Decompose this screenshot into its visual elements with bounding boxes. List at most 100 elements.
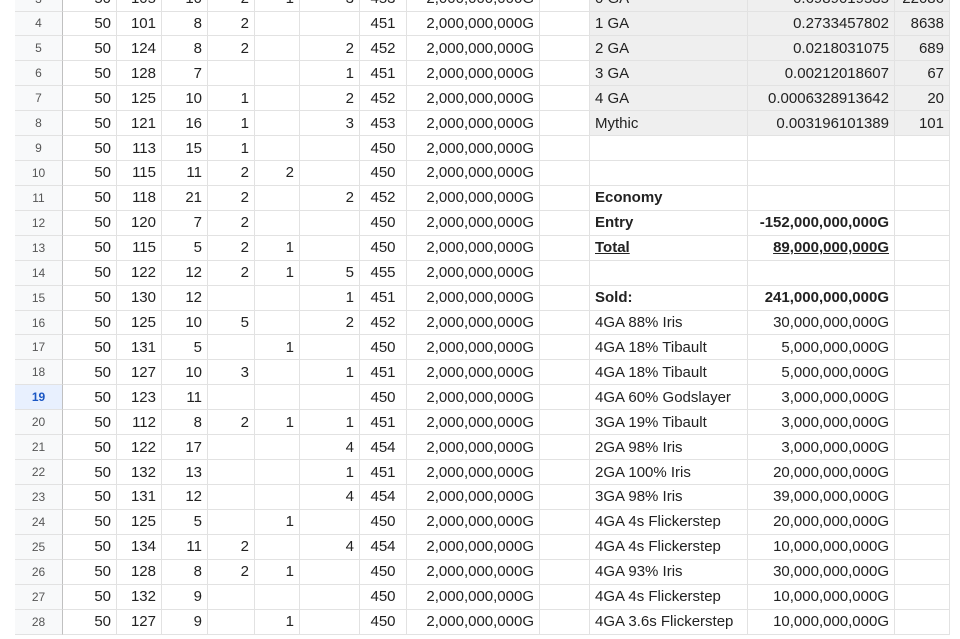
cell: 2,000,000,000G [407,584,540,610]
cell: 89,000,000,000G [748,235,895,261]
cell: 4 [300,435,360,461]
cell [540,335,590,361]
row-header[interactable]: 19 [15,385,63,411]
cell [895,385,950,411]
cell: 50 [63,509,117,535]
cell: 16 [162,111,208,137]
row-header[interactable]: 28 [15,609,63,635]
cell [300,559,360,585]
cell [255,136,300,162]
row-header[interactable]: 26 [15,559,63,585]
cell: 1 [208,136,255,162]
cell: 5 [162,335,208,361]
cell: 2,000,000,000G [407,385,540,411]
cell: 3,000,000,000G [748,385,895,411]
cell: 121 [117,111,162,137]
row-header[interactable]: 9 [15,136,63,162]
cell: 2,000,000,000G [407,285,540,311]
cell [300,335,360,361]
row-header[interactable]: 14 [15,260,63,286]
cell: 1 [300,285,360,311]
cell [895,210,950,236]
cell: 4GA 18% Tibault [590,360,748,386]
cell: 127 [117,609,162,635]
row-header[interactable]: 3 [15,0,63,12]
cell: 2,000,000,000G [407,86,540,112]
cell: 2,000,000,000G [407,185,540,211]
cell: 2 [255,161,300,186]
cell: 10 [162,86,208,112]
cell [895,260,950,286]
cell [300,136,360,162]
row-header[interactable]: 23 [15,485,63,510]
cell: 10 [162,310,208,336]
cell: 4GA 93% Iris [590,559,748,585]
row-header[interactable]: 20 [15,410,63,436]
row-header[interactable]: 17 [15,335,63,361]
cell: 2,000,000,000G [407,410,540,436]
cell [895,235,950,261]
cell: 50 [63,460,117,485]
row-header[interactable]: 18 [15,360,63,386]
row-header[interactable]: 16 [15,310,63,336]
row-header[interactable]: 7 [15,86,63,112]
cell: 4GA 18% Tibault [590,335,748,361]
row-header[interactable]: 25 [15,534,63,560]
cell: 115 [117,161,162,186]
cell: 2 [208,559,255,585]
cell: 4GA 4s Flickerstep [590,509,748,535]
cell: 50 [63,335,117,361]
cell: 450 [360,609,407,635]
cell: 39,000,000,000G [748,485,895,510]
cell [895,559,950,585]
cell: 21 [162,185,208,211]
row-header[interactable]: 6 [15,61,63,87]
row-header[interactable]: 10 [15,161,63,186]
cell: 2,000,000,000G [407,609,540,635]
cell: 452 [360,86,407,112]
cell: 4GA 60% Godslayer [590,385,748,411]
cell [540,460,590,485]
cell: 113 [117,136,162,162]
cell [300,235,360,261]
cell [540,185,590,211]
cell: 8638 [895,11,950,37]
row-header[interactable]: 27 [15,584,63,610]
row-header[interactable]: 21 [15,435,63,461]
row-header[interactable]: 24 [15,509,63,535]
cell: 105 [117,0,162,12]
cell: 50 [63,235,117,261]
cell [895,161,950,186]
cell [895,485,950,510]
cell: 12 [162,485,208,510]
cell: 3GA 19% Tibault [590,410,748,436]
cell: 132 [117,584,162,610]
cell: 50 [63,161,117,186]
cell: 3,000,000,000G [748,410,895,436]
row-header[interactable]: 5 [15,36,63,62]
cell: 10,000,000,000G [748,609,895,635]
row-header[interactable]: 8 [15,111,63,137]
cell: 0.0218031075 [748,36,895,62]
cell: 101 [117,11,162,37]
cell [255,111,300,137]
cell: 20,000,000,000G [748,509,895,535]
cell [540,360,590,386]
cell [300,385,360,411]
cell: 1 GA [590,11,748,37]
cell: 1 [255,260,300,286]
row-header[interactable]: 12 [15,210,63,236]
cell: 131 [117,335,162,361]
row-header[interactable]: 15 [15,285,63,311]
row-header[interactable]: 22 [15,460,63,485]
row-header[interactable]: 13 [15,235,63,261]
cell: 2,000,000,000G [407,485,540,510]
row-header[interactable]: 11 [15,185,63,211]
cell: 1 [255,235,300,261]
row-header[interactable]: 4 [15,11,63,37]
cell: 13 [162,460,208,485]
cell: 11 [162,534,208,560]
cell: 50 [63,435,117,461]
cell: 2 [208,161,255,186]
cell: 1 [300,61,360,87]
